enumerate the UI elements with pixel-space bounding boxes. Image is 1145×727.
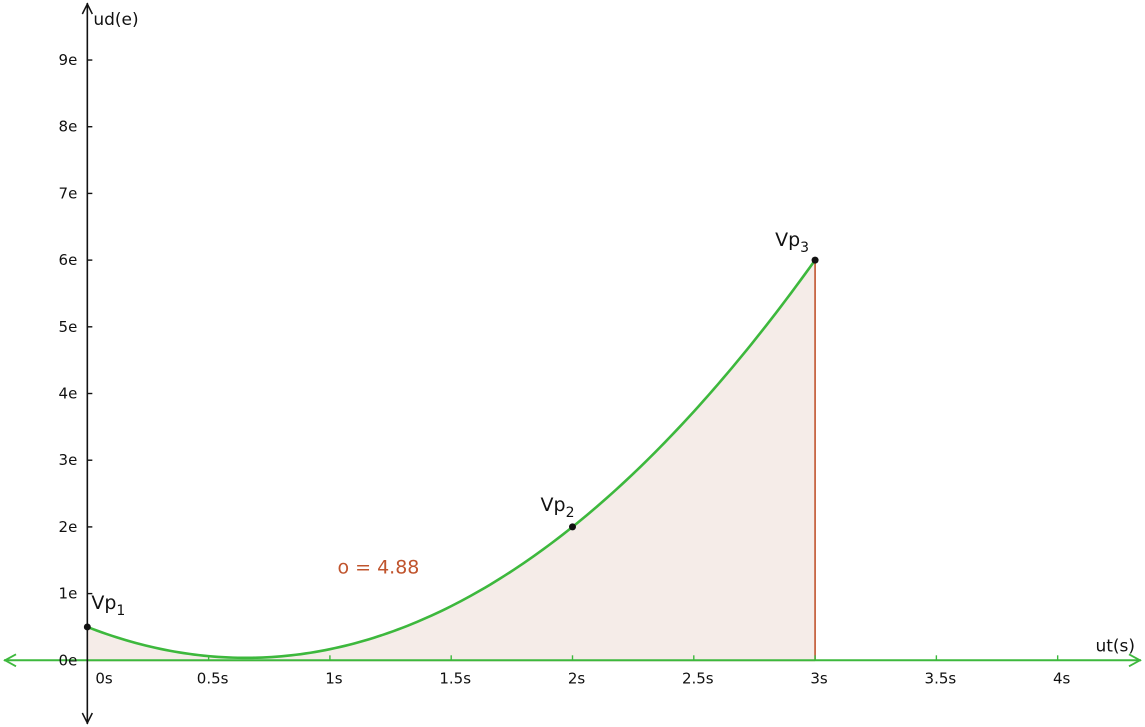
y-tick-label: 9e <box>59 51 78 69</box>
x-tick-label: 0s <box>95 669 113 687</box>
y-axis-arrow-bottom <box>81 712 94 725</box>
point-vp2 <box>569 523 576 531</box>
x-axis-arrow-right <box>1128 653 1142 668</box>
shaded-area <box>87 260 816 661</box>
y-tick-label: 5e <box>59 318 78 336</box>
y-tick-label: 6e <box>59 251 78 269</box>
axes-layer <box>3 2 1142 725</box>
x-axis-arrow-left <box>3 653 17 668</box>
point-label-name: Vp <box>541 494 566 516</box>
curve <box>86 258 817 660</box>
x-tick-label: 2.5s <box>682 669 714 687</box>
point-vp3 <box>811 256 819 264</box>
x-tick-label: 2s <box>568 669 586 687</box>
point-label-subscript: 3 <box>800 240 809 256</box>
x-tick-label: 3.5s <box>925 669 957 687</box>
point-label-subscript: 1 <box>116 603 125 619</box>
y-tick-label: 8e <box>59 118 78 136</box>
x-tick-label: 1.5s <box>439 669 471 687</box>
point-label-name: Vp <box>91 592 116 614</box>
x-tick-label: 1s <box>325 669 343 687</box>
point-label-vp1: Vp1 <box>91 592 125 619</box>
y-tick-label: 0e <box>59 651 78 669</box>
area-value-label: o = 4.88 <box>337 557 419 579</box>
y-tick-label: 2e <box>59 518 78 536</box>
y-tick-label: 1e <box>59 585 78 603</box>
x-tick-label: 3s <box>810 669 828 687</box>
y-tick-label: 3e <box>59 451 78 469</box>
y-axis-arrow-top <box>81 2 94 15</box>
x-tick-label: 0.5s <box>197 669 229 687</box>
point-label-vp3: Vp3 <box>775 229 809 256</box>
labels-layer: 0s 0.5s 1s 1.5s 2s 2.5s 3s 3.5s 4s 0e 1e 2e 3e 4e 5e 6e… <box>59 10 1135 687</box>
point-label-name: Vp <box>775 229 800 251</box>
y-tick-label: 7e <box>59 184 78 202</box>
point-label-vp2: Vp2 <box>541 494 575 521</box>
points-layer <box>83 256 819 631</box>
x-tick-label: 4s <box>1053 669 1071 687</box>
y-axis-title: ud(e) <box>93 10 138 30</box>
curve-layer <box>86 258 817 660</box>
point-vp1 <box>83 623 91 631</box>
shaded-area-layer <box>87 260 816 662</box>
y-tick-label: 4e <box>59 385 78 403</box>
point-label-subscript: 2 <box>566 505 575 521</box>
x-axis-title: ut(s) <box>1095 636 1135 656</box>
